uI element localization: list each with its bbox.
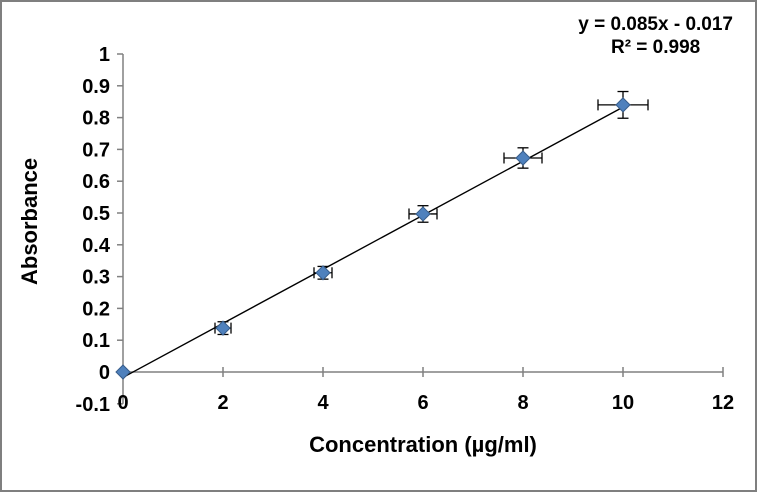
- data-point-marker: [615, 97, 631, 113]
- x-axis-tick-label: 8: [517, 392, 528, 414]
- x-axis-tick-label: 0: [117, 392, 128, 414]
- y-axis-tick-label: 0.2: [82, 298, 110, 320]
- y-axis-tick-label: 0.9: [82, 76, 110, 98]
- x-axis-tick-label: 2: [217, 392, 228, 414]
- y-axis-tick-label: 0.8: [82, 108, 110, 130]
- data-point-marker: [115, 364, 131, 380]
- trendline-equation: y = 0.085x - 0.017: [578, 14, 733, 35]
- x-axis-tick-label: 10: [612, 392, 634, 414]
- y-axis-tick-label: 0.3: [82, 267, 110, 289]
- y-axis-title: Absorbance: [17, 157, 42, 285]
- x-axis-tick-label: 4: [317, 392, 329, 414]
- y-axis-tick-label: 0.4: [82, 235, 111, 257]
- trendline-annotation: y = 0.085x - 0.017 R² = 0.998: [578, 13, 733, 59]
- y-axis-tick-label: 0: [99, 362, 110, 384]
- x-axis-tick-label: 6: [417, 392, 428, 414]
- r-squared-value: R² = 0.998: [610, 37, 701, 58]
- x-axis-title: Concentration (µg/ml): [309, 432, 537, 457]
- y-axis-tick-label: 0.1: [82, 330, 110, 352]
- y-axis-tick-label: 0.5: [82, 203, 110, 225]
- data-point-marker: [315, 265, 331, 281]
- y-axis-tick-label: 0.7: [82, 139, 110, 161]
- data-point-marker: [515, 150, 531, 166]
- y-axis-tick-label: -0.1: [76, 394, 110, 416]
- trendline: [122, 106, 624, 379]
- y-axis-tick-label: 0.6: [82, 171, 110, 193]
- y-axis-tick-label: 1: [99, 44, 110, 66]
- data-point-marker: [215, 320, 231, 336]
- data-point-marker: [415, 206, 431, 222]
- x-axis-tick-label: 12: [712, 392, 734, 414]
